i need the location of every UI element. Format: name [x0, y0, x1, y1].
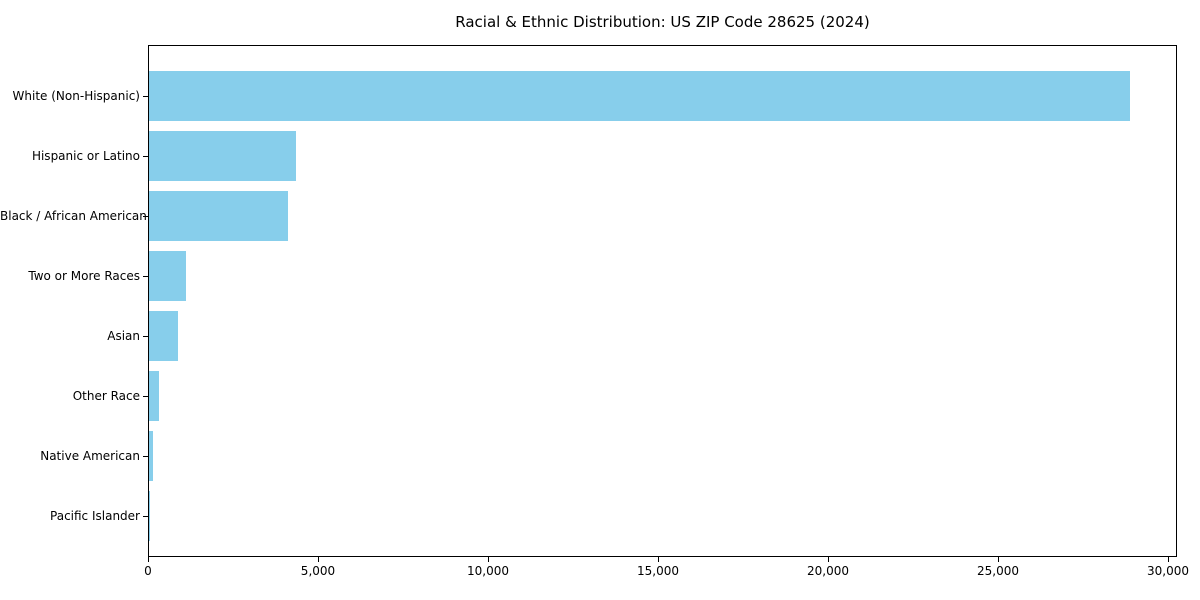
y-tick-label-pacific-islander: Pacific Islander — [50, 509, 140, 523]
bar-other-race — [149, 371, 160, 421]
y-tick-mark — [143, 336, 148, 337]
plot-area — [148, 45, 1177, 557]
bar-white-non-hispanic — [149, 71, 1130, 121]
chart-title: Racial & Ethnic Distribution: US ZIP Cod… — [455, 13, 870, 31]
bar-two-or-more-races — [149, 251, 187, 301]
x-tick-mark — [1167, 557, 1169, 562]
x-tick-label: 30,000 — [1146, 564, 1189, 578]
y-tick-label-asian: Asian — [107, 329, 140, 343]
y-tick-label-hispanic-or-latino: Hispanic or Latino — [31, 149, 140, 163]
x-tick-label: 5,000 — [300, 564, 336, 578]
x-tick-mark — [827, 557, 829, 562]
y-tick-label-other-race: Other Race — [72, 389, 140, 403]
x-tick-label: 10,000 — [466, 564, 509, 578]
y-tick-mark — [143, 456, 148, 457]
x-tick-label: 25,000 — [976, 564, 1019, 578]
x-tick-mark — [997, 557, 999, 562]
bar-asian — [149, 311, 178, 361]
bar-black-african-american — [149, 191, 289, 241]
y-tick-label-black-african-american: Black / African American — [0, 209, 147, 223]
y-tick-mark — [143, 516, 148, 517]
x-tick-label: 15,000 — [636, 564, 679, 578]
x-tick-label: 0 — [144, 564, 152, 578]
y-tick-mark — [143, 216, 148, 217]
bar-hispanic-or-latino — [149, 131, 296, 181]
y-tick-label-two-or-more-races: Two or More Races — [28, 269, 140, 283]
x-tick-mark — [487, 557, 489, 562]
y-tick-label-white-non-hispanic: White (Non-Hispanic) — [12, 89, 140, 103]
y-tick-label-native-american: Native American — [40, 449, 140, 463]
y-tick-mark — [143, 156, 148, 157]
bar-native-american — [149, 431, 153, 481]
x-tick-mark — [317, 557, 319, 562]
x-tick-mark — [148, 557, 149, 562]
y-tick-mark — [143, 96, 148, 97]
x-tick-mark — [657, 557, 659, 562]
x-tick-label: 20,000 — [806, 564, 849, 578]
y-tick-mark — [143, 276, 148, 277]
y-tick-mark — [143, 396, 148, 397]
